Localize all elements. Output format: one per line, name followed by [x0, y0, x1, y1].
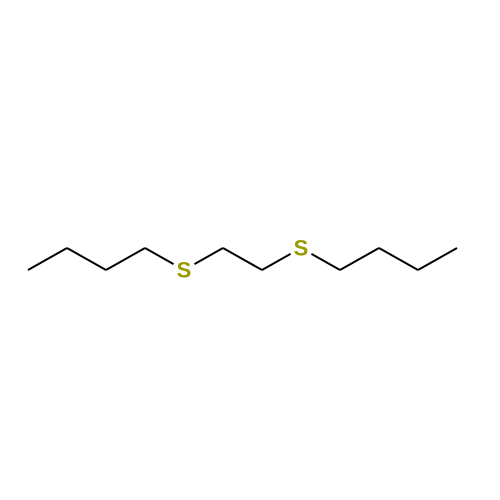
molecule-diagram: SS: [0, 0, 500, 500]
bond: [340, 248, 379, 270]
bond: [28, 248, 67, 270]
bond: [223, 248, 262, 270]
bond: [418, 248, 457, 270]
sulfur-atom-label: S: [177, 258, 192, 283]
bond: [262, 254, 291, 270]
bond: [194, 248, 223, 264]
bond: [311, 254, 340, 270]
bond: [106, 248, 145, 270]
bond: [145, 248, 174, 264]
bond: [67, 248, 106, 270]
bond: [379, 248, 418, 270]
sulfur-atom-label: S: [294, 236, 309, 261]
